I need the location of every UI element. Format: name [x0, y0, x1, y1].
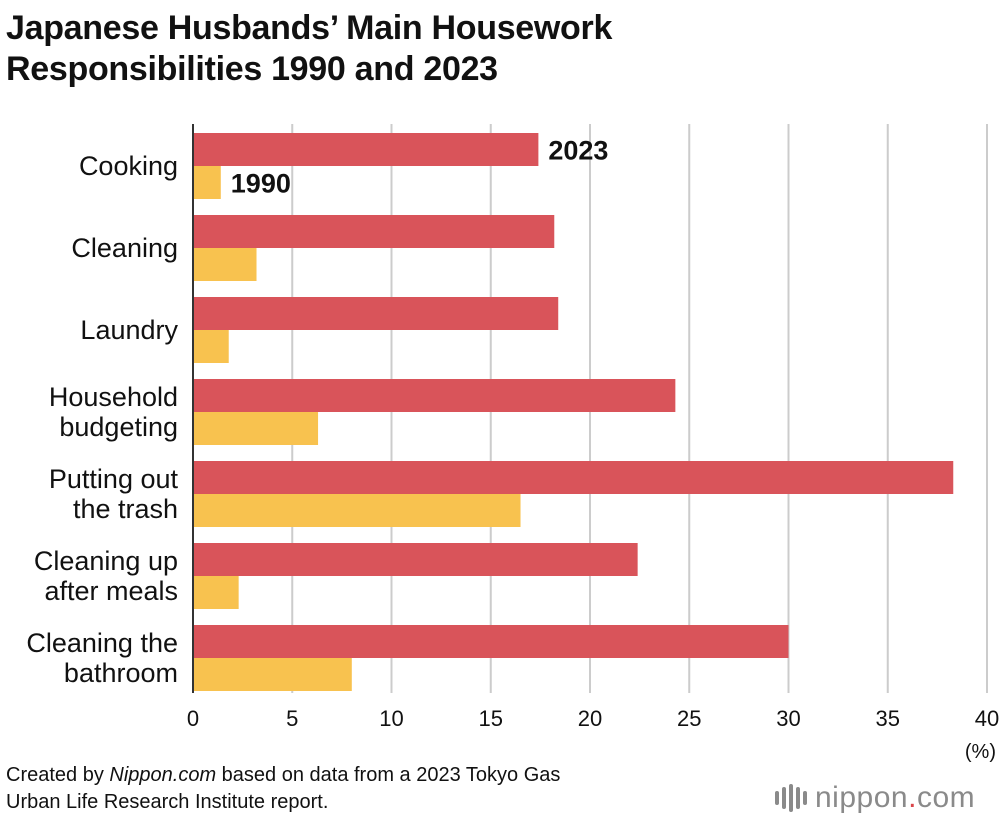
x-tick-label-5: 5 — [286, 706, 298, 731]
x-axis-unit: (%) — [965, 741, 996, 763]
x-tick-label-10: 10 — [379, 706, 403, 731]
bar-1990-1 — [193, 248, 257, 281]
category-label-3-1: budgeting — [59, 412, 178, 442]
bar-1990-0 — [193, 166, 221, 199]
nippon-logo-text: nippon.com — [815, 781, 975, 815]
chart-title: Japanese Husbands’ Main Housework Respon… — [6, 8, 906, 90]
x-tick-label-40: 40 — [975, 706, 999, 731]
category-label-1-0: Cleaning — [71, 233, 178, 263]
chart-title-line-1: Japanese Husbands’ Main Housework — [6, 9, 613, 47]
series-label-1990: 1990 — [231, 169, 291, 199]
source-note: Created by Nippon.com based on data from… — [6, 762, 726, 816]
bar-2023-0 — [193, 133, 539, 166]
nippon-logo: nippon.com — [775, 778, 975, 818]
source-note-line-1: Created by Nippon.com based on data from… — [6, 762, 726, 789]
bar-chart: Cooking Cleaning Laundry Householdbudgeting… — [26, 124, 999, 763]
bar-1990-4 — [193, 494, 521, 527]
series-label-2023: 2023 — [548, 136, 608, 166]
nippon-logo-mark-icon — [775, 784, 807, 812]
bar-1990-5 — [193, 576, 239, 609]
x-tick-label-30: 30 — [776, 706, 800, 731]
category-label-6-0: Cleaning the — [26, 628, 178, 658]
category-label-2-0: Laundry — [80, 315, 178, 345]
logo-dot: . — [908, 781, 917, 814]
x-tick-label-15: 15 — [479, 706, 503, 731]
category-label-4-1: the trash — [73, 494, 178, 524]
bar-2023-6 — [193, 625, 789, 658]
logo-name: nippon — [815, 781, 909, 814]
bar-2023-4 — [193, 461, 954, 494]
category-label-5-1: after meals — [44, 576, 178, 606]
category-label-5-0: Cleaning up — [34, 546, 178, 576]
bar-1990-3 — [193, 412, 319, 445]
bar-1990-2 — [193, 330, 229, 363]
x-tick-label-20: 20 — [578, 706, 602, 731]
bar-2023-5 — [193, 543, 638, 576]
x-tick-label-25: 25 — [677, 706, 701, 731]
source-note-suffix: based on data from a 2023 Tokyo Gas — [216, 764, 561, 786]
chart-title-line-2: Responsibilities 1990 and 2023 — [6, 50, 498, 88]
source-note-prefix: Created by — [6, 764, 110, 786]
bar-2023-2 — [193, 297, 559, 330]
logo-tld: com — [916, 781, 976, 814]
bar-2023-1 — [193, 215, 555, 248]
category-label-0-0: Cooking — [79, 151, 178, 181]
bar-2023-3 — [193, 379, 676, 412]
bar-1990-6 — [193, 658, 352, 691]
x-tick-label-35: 35 — [876, 706, 900, 731]
source-note-site: Nippon.com — [109, 764, 217, 786]
category-label-4-0: Putting out — [49, 464, 179, 494]
category-label-3-0: Household — [49, 382, 178, 412]
x-tick-label-0: 0 — [187, 706, 199, 731]
category-label-6-1: bathroom — [64, 658, 178, 688]
source-note-line-2: Urban Life Research Institute report. — [6, 791, 329, 813]
